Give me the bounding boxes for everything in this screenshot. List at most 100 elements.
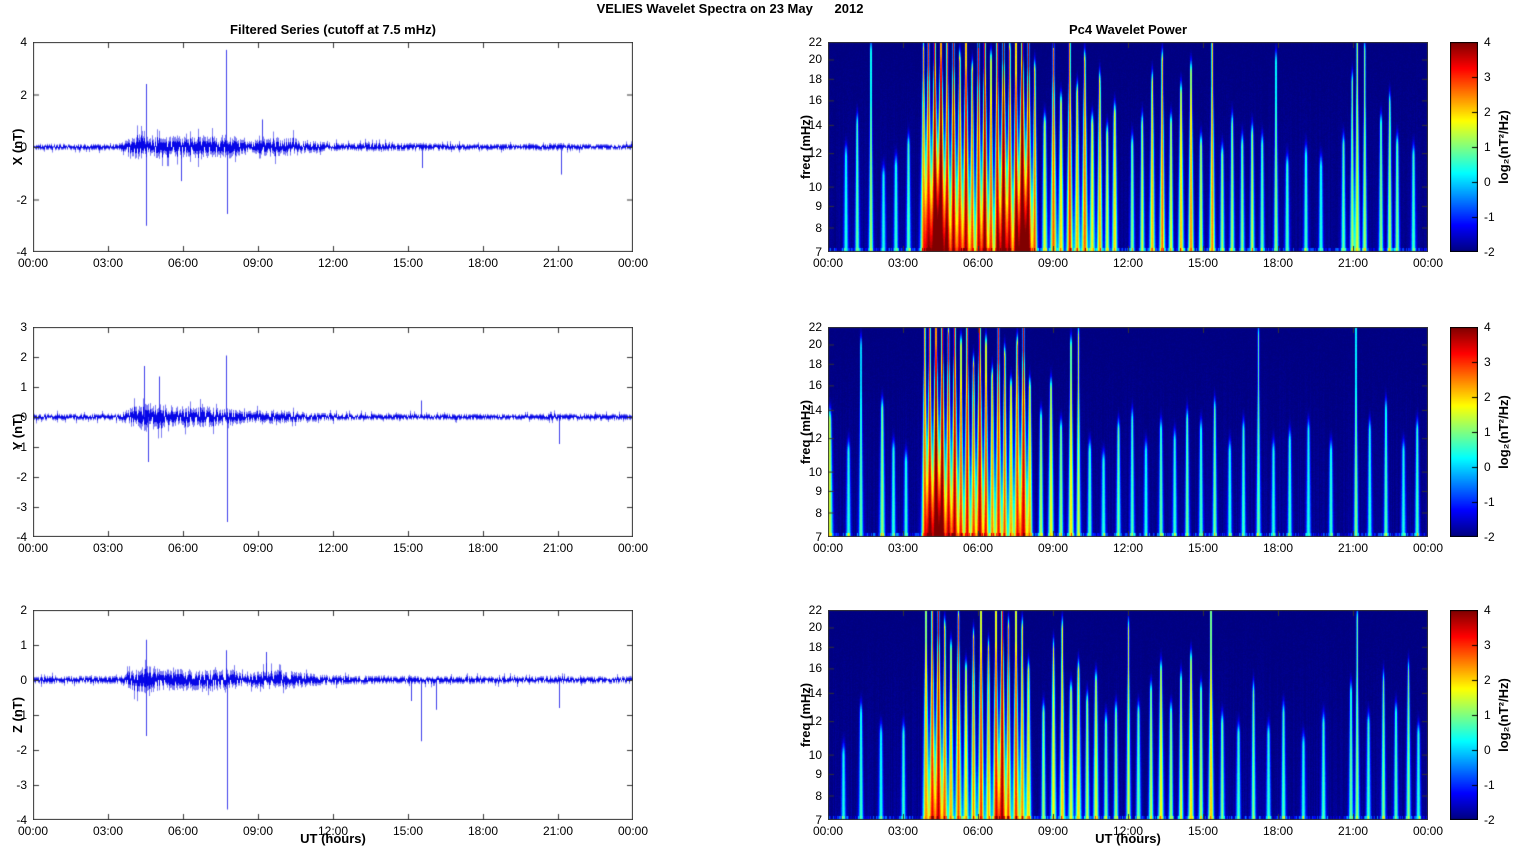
y-tick-label: 4 bbox=[1484, 603, 1491, 617]
x-tick-label: 00:00 bbox=[1412, 256, 1444, 270]
x-tick-label: 00:00 bbox=[17, 256, 49, 270]
ut-hours-label-right: UT (hours) bbox=[1095, 831, 1161, 846]
colorbar-label-z: log₂(nT²/Hz) bbox=[1496, 678, 1511, 752]
x-wavelet-power-spectrogram bbox=[828, 42, 1428, 252]
y-tick-label: 22 bbox=[808, 320, 822, 334]
left-column-title: Filtered Series (cutoff at 7.5 mHz) bbox=[230, 22, 436, 37]
y-tick-label: -2 bbox=[16, 470, 27, 484]
y-tick-label: -3 bbox=[16, 500, 27, 514]
x-tick-label: 06:00 bbox=[167, 256, 199, 270]
y-tick-label: 3 bbox=[20, 320, 27, 334]
y-tick-label: 2 bbox=[1484, 390, 1491, 404]
x-tick-label: 09:00 bbox=[242, 541, 274, 555]
y-tick-label: 1 bbox=[1484, 708, 1491, 722]
x-tick-label: 09:00 bbox=[1037, 256, 1069, 270]
y-tick-label: -3 bbox=[16, 778, 27, 792]
x-tick-label: 03:00 bbox=[92, 256, 124, 270]
x-tick-label: 00:00 bbox=[617, 541, 649, 555]
x-tick-label: 09:00 bbox=[242, 824, 274, 838]
x-tick-label: 21:00 bbox=[542, 824, 574, 838]
y-tick-label: 8 bbox=[815, 220, 822, 235]
y-tick-label: 10 bbox=[808, 464, 822, 479]
y-tick-label: -2 bbox=[1484, 813, 1495, 827]
x-tick-label: 21:00 bbox=[542, 541, 574, 555]
y-tick-label: 16 bbox=[808, 378, 822, 393]
y-tick-label: 0 bbox=[1484, 175, 1491, 189]
z-wavelet-power-spectrogram bbox=[828, 610, 1428, 820]
y-tick-label: 1 bbox=[1484, 140, 1491, 154]
y-tick-label: 22 bbox=[808, 603, 822, 617]
x-tick-label: 15:00 bbox=[1187, 256, 1219, 270]
y-tick-label: -2 bbox=[16, 192, 27, 207]
y-tick-label: 3 bbox=[1484, 638, 1491, 652]
colorbar-label-x: log₂(nT²/Hz) bbox=[1496, 110, 1511, 184]
x-tick-label: 12:00 bbox=[317, 256, 349, 270]
x-tick-label: 15:00 bbox=[392, 824, 424, 838]
y-tick-label: -4 bbox=[16, 245, 27, 259]
x-tick-label: 00:00 bbox=[617, 256, 649, 270]
x-tick-label: 15:00 bbox=[392, 541, 424, 555]
x-tick-label: 00:00 bbox=[17, 824, 49, 838]
x-tick-label: 03:00 bbox=[92, 824, 124, 838]
z-filtered-series-plot bbox=[33, 610, 633, 820]
x-tick-label: 06:00 bbox=[167, 824, 199, 838]
y-tick-label: 16 bbox=[808, 661, 822, 676]
colorbar-x bbox=[1450, 42, 1478, 252]
y-filtered-series-plot bbox=[33, 327, 633, 537]
x-tick-label: 00:00 bbox=[17, 541, 49, 555]
y-tick-label: 7 bbox=[815, 245, 822, 259]
y-tick-label: 14 bbox=[808, 117, 822, 132]
right-column-title: Pc4 Wavelet Power bbox=[1068, 22, 1188, 37]
x-tick-label: 09:00 bbox=[242, 256, 274, 270]
y-tick-label: 4 bbox=[20, 35, 27, 49]
x-tick-label: 06:00 bbox=[962, 824, 994, 838]
y-tick-label: 10 bbox=[808, 747, 822, 762]
y-tick-label: 3 bbox=[1484, 70, 1491, 84]
x-tick-label: 15:00 bbox=[392, 256, 424, 270]
x-tick-label: 18:00 bbox=[467, 256, 499, 270]
y-tick-label: 1 bbox=[20, 380, 27, 394]
y-tick-label: 7 bbox=[815, 813, 822, 827]
figure-title: VELIES Wavelet Spectra on 23 May 2012 bbox=[596, 1, 864, 16]
x-tick-label: 12:00 bbox=[1112, 256, 1144, 270]
x-tick-label: 15:00 bbox=[1187, 541, 1219, 555]
y-wavelet-power-spectrogram bbox=[828, 327, 1428, 537]
y-tick-label: 18 bbox=[808, 356, 822, 371]
y-tick-label: 9 bbox=[815, 766, 822, 781]
y-tick-label: 18 bbox=[808, 71, 822, 86]
x-filtered-series-plot bbox=[33, 42, 633, 252]
y-tick-label: 20 bbox=[808, 52, 822, 67]
y-tick-label: 9 bbox=[815, 483, 822, 498]
y-tick-label: 0 bbox=[20, 140, 27, 154]
y-tick-label: 2 bbox=[20, 87, 27, 102]
x-tick-label: 18:00 bbox=[1262, 824, 1294, 838]
y-tick-label: -1 bbox=[1484, 210, 1495, 224]
colorbar-y bbox=[1450, 327, 1478, 537]
y-tick-label: 20 bbox=[808, 620, 822, 635]
x-tick-label: 00:00 bbox=[1412, 541, 1444, 555]
x-tick-label: 18:00 bbox=[1262, 256, 1294, 270]
x-tick-label: 06:00 bbox=[167, 541, 199, 555]
x-tick-label: 12:00 bbox=[317, 541, 349, 555]
y-tick-label: 4 bbox=[1484, 35, 1491, 49]
colorbar-label-y: log₂(nT²/Hz) bbox=[1496, 395, 1511, 469]
y-tick-label: 2 bbox=[20, 350, 27, 364]
x-tick-label: 21:00 bbox=[1337, 541, 1369, 555]
y-tick-label: -4 bbox=[16, 530, 27, 544]
y-tick-label: 0 bbox=[20, 673, 27, 687]
x-tick-label: 03:00 bbox=[887, 541, 919, 555]
x-tick-label: 03:00 bbox=[887, 256, 919, 270]
x-tick-label: 00:00 bbox=[812, 256, 844, 270]
y-tick-label: 1 bbox=[20, 638, 27, 652]
y-tick-label: -4 bbox=[16, 813, 27, 827]
y-tick-label: -1 bbox=[1484, 495, 1495, 509]
y-tick-label: 20 bbox=[808, 337, 822, 352]
y-tick-label: 2 bbox=[20, 603, 27, 617]
ut-hours-label-left: UT (hours) bbox=[300, 831, 366, 846]
y-tick-label: 2 bbox=[1484, 105, 1491, 119]
y-tick-label: 22 bbox=[808, 35, 822, 49]
y-tick-label: 7 bbox=[815, 530, 822, 544]
y-tick-label: 1 bbox=[1484, 425, 1491, 439]
x-tick-label: 15:00 bbox=[1187, 824, 1219, 838]
